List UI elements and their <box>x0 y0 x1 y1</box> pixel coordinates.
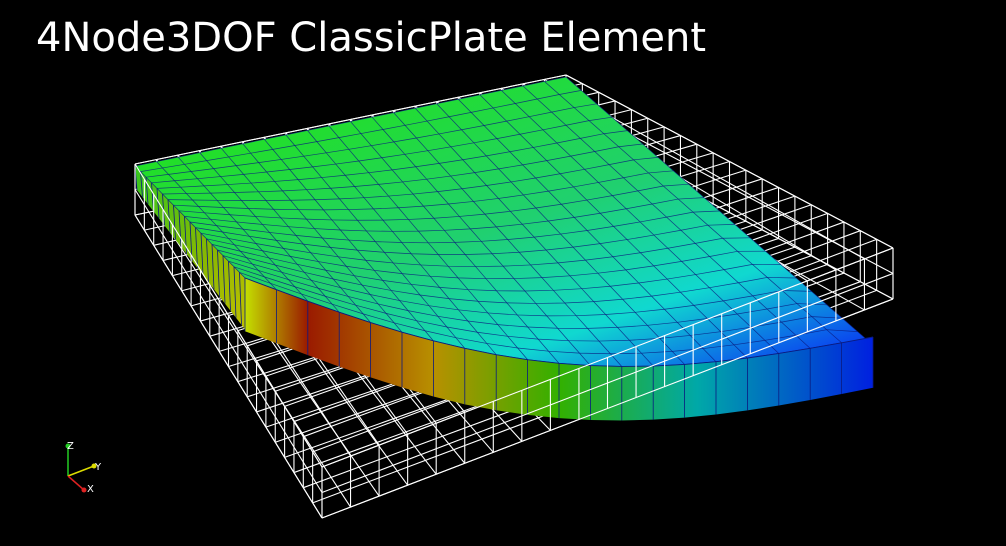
wire-front-left-face <box>134 163 323 519</box>
plate-front-face-edges <box>244 277 874 421</box>
wire-front-right-face <box>321 247 894 519</box>
plate-top-mesh <box>134 76 874 367</box>
deformed-plate <box>134 76 874 421</box>
undeformed-mesh-wireframe-front <box>134 163 894 519</box>
view-title: 4Node3DOF ClassicPlate Element <box>36 15 706 61</box>
